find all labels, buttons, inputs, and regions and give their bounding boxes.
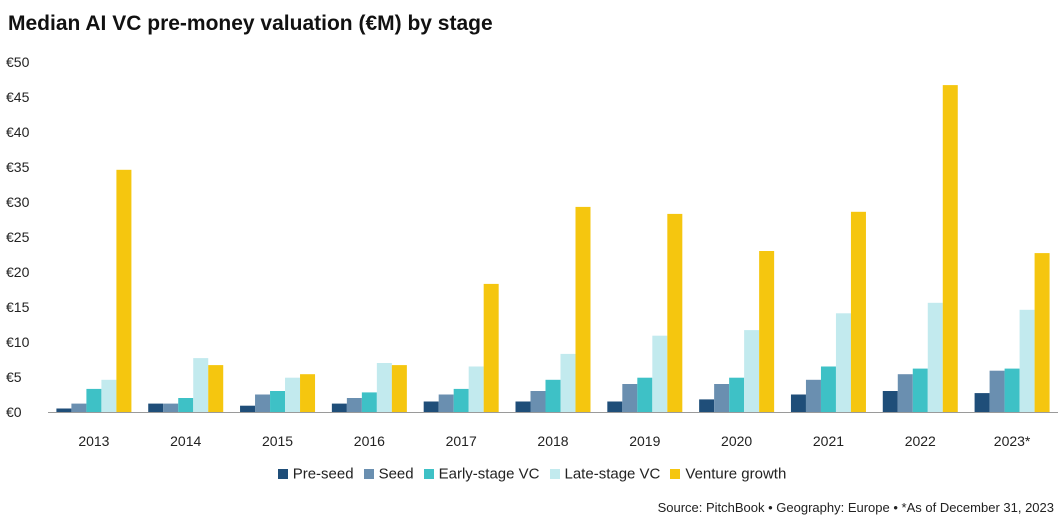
bar-late-stage-vc-2017 bbox=[468, 366, 484, 412]
x-tick-label: 2018 bbox=[537, 433, 568, 449]
legend-item: Venture growth bbox=[670, 465, 786, 483]
bar-early-stage-vc-2019 bbox=[637, 377, 653, 412]
bar-pre-seed-2016 bbox=[331, 403, 347, 412]
bar-pre-seed-2022 bbox=[882, 391, 898, 412]
bar-early-stage-vc-2016 bbox=[361, 392, 377, 412]
bar-seed-2016 bbox=[346, 398, 362, 412]
bar-seed-2014 bbox=[163, 403, 179, 412]
bar-early-stage-vc-2023 bbox=[1004, 368, 1020, 412]
bar-venture-growth-2017 bbox=[483, 283, 499, 412]
bar-early-stage-vc-2013 bbox=[86, 388, 102, 412]
x-tick-label: 2021 bbox=[813, 433, 844, 449]
y-tick-label: €5 bbox=[6, 369, 22, 385]
bar-venture-growth-2021 bbox=[850, 211, 866, 412]
bar-seed-2013 bbox=[71, 403, 87, 412]
bar-late-stage-vc-2021 bbox=[835, 313, 851, 412]
bar-venture-growth-2013 bbox=[116, 169, 132, 412]
bar-chart: €0 €5 €10 €15 €20 €25 €30 €35 €40 €45 €50 2013 2014… bbox=[6, 54, 1058, 449]
bar-early-stage-vc-2014 bbox=[178, 398, 194, 412]
bar-seed-2021 bbox=[805, 379, 821, 412]
bar-pre-seed-2020 bbox=[699, 399, 715, 412]
bar-pre-seed-2017 bbox=[423, 401, 439, 412]
x-tick-label: 2015 bbox=[262, 433, 293, 449]
legend-swatch bbox=[277, 469, 288, 480]
bar-late-stage-vc-2015 bbox=[285, 377, 301, 412]
x-tick-label: 2023* bbox=[994, 433, 1031, 449]
legend-item: Early-stage VC bbox=[423, 465, 540, 483]
bar-venture-growth-2015 bbox=[300, 374, 316, 412]
y-tick-label: €20 bbox=[6, 264, 30, 280]
bar-pre-seed-2021 bbox=[790, 394, 806, 412]
bar-venture-growth-2018 bbox=[575, 206, 591, 412]
y-tick-label: €10 bbox=[6, 334, 30, 350]
y-tick-label: €0 bbox=[6, 404, 22, 420]
bar-seed-2020 bbox=[714, 384, 730, 412]
source-note: Source: PitchBook • Geography: Europe • … bbox=[657, 500, 1054, 515]
legend-label: Late-stage VC bbox=[564, 465, 661, 483]
bar-late-stage-vc-2013 bbox=[101, 379, 117, 412]
bar-venture-growth-2023 bbox=[1034, 253, 1050, 412]
legend-label: Venture growth bbox=[685, 465, 787, 483]
x-tick-label: 2013 bbox=[78, 433, 109, 449]
bar-pre-seed-2019 bbox=[607, 401, 623, 412]
bar-early-stage-vc-2017 bbox=[453, 388, 469, 412]
legend-swatch bbox=[363, 469, 374, 480]
y-tick-label: €50 bbox=[6, 54, 30, 70]
x-tick-label: 2017 bbox=[446, 433, 477, 449]
bar-early-stage-vc-2022 bbox=[912, 368, 928, 412]
bar-early-stage-vc-2015 bbox=[270, 391, 286, 412]
bar-early-stage-vc-2021 bbox=[820, 366, 836, 412]
bar-late-stage-vc-2018 bbox=[560, 353, 576, 412]
bar-late-stage-vc-2022 bbox=[927, 302, 943, 412]
x-tick-label: 2019 bbox=[629, 433, 660, 449]
x-axis: 2013 2014 2015 2016 2017 2018 2019 2020 2021 2022… bbox=[48, 412, 1058, 449]
x-tick-label: 2014 bbox=[170, 433, 201, 449]
chart-title: Median AI VC pre-money valuation (€M) by… bbox=[8, 12, 493, 35]
bar-late-stage-vc-2020 bbox=[744, 330, 760, 412]
bar-late-stage-vc-2014 bbox=[193, 358, 209, 412]
bar-seed-2015 bbox=[255, 394, 271, 412]
y-tick-label: €40 bbox=[6, 124, 30, 140]
legend-swatch bbox=[670, 469, 681, 480]
bar-pre-seed-2018 bbox=[515, 401, 531, 412]
bar-seed-2019 bbox=[622, 384, 638, 412]
legend-item: Late-stage VC bbox=[549, 465, 661, 483]
bar-early-stage-vc-2020 bbox=[729, 377, 745, 412]
bar-early-stage-vc-2018 bbox=[545, 379, 561, 412]
legend-swatch bbox=[549, 469, 560, 480]
y-axis: €0 €5 €10 €15 €20 €25 €30 €35 €40 €45 €50 bbox=[6, 54, 30, 420]
legend: Pre-seed Seed Early-stage VC Late-stage VC V… bbox=[0, 465, 1064, 483]
y-tick-label: €30 bbox=[6, 194, 30, 210]
x-tick-label: 2020 bbox=[721, 433, 752, 449]
bar-seed-2018 bbox=[530, 391, 546, 412]
legend-swatch bbox=[423, 469, 434, 480]
bar-seed-2023 bbox=[989, 370, 1005, 412]
bar-pre-seed-2014 bbox=[148, 403, 164, 412]
bar-venture-growth-2020 bbox=[759, 251, 775, 412]
bar-pre-seed-2023 bbox=[974, 393, 990, 412]
legend-item: Seed bbox=[363, 465, 414, 483]
bar-pre-seed-2013 bbox=[56, 408, 72, 412]
legend-label: Seed bbox=[378, 465, 414, 483]
legend-label: Pre-seed bbox=[292, 465, 354, 483]
x-tick-label: 2016 bbox=[354, 433, 385, 449]
bar-late-stage-vc-2023 bbox=[1019, 309, 1035, 412]
bars bbox=[56, 85, 1050, 412]
legend-item: Pre-seed bbox=[277, 465, 354, 483]
bar-seed-2022 bbox=[897, 374, 913, 412]
bar-venture-growth-2016 bbox=[391, 365, 407, 412]
y-tick-label: €35 bbox=[6, 159, 30, 175]
y-tick-label: €25 bbox=[6, 229, 30, 245]
y-tick-label: €45 bbox=[6, 89, 30, 105]
bar-venture-growth-2019 bbox=[667, 213, 683, 412]
legend-label: Early-stage VC bbox=[438, 465, 540, 483]
bar-pre-seed-2015 bbox=[240, 405, 256, 412]
bar-seed-2017 bbox=[438, 394, 454, 412]
bar-late-stage-vc-2019 bbox=[652, 335, 668, 412]
bar-venture-growth-2022 bbox=[942, 85, 958, 412]
bar-late-stage-vc-2016 bbox=[376, 363, 392, 412]
y-tick-label: €15 bbox=[6, 299, 30, 315]
bar-venture-growth-2014 bbox=[208, 365, 224, 412]
x-tick-label: 2022 bbox=[905, 433, 936, 449]
